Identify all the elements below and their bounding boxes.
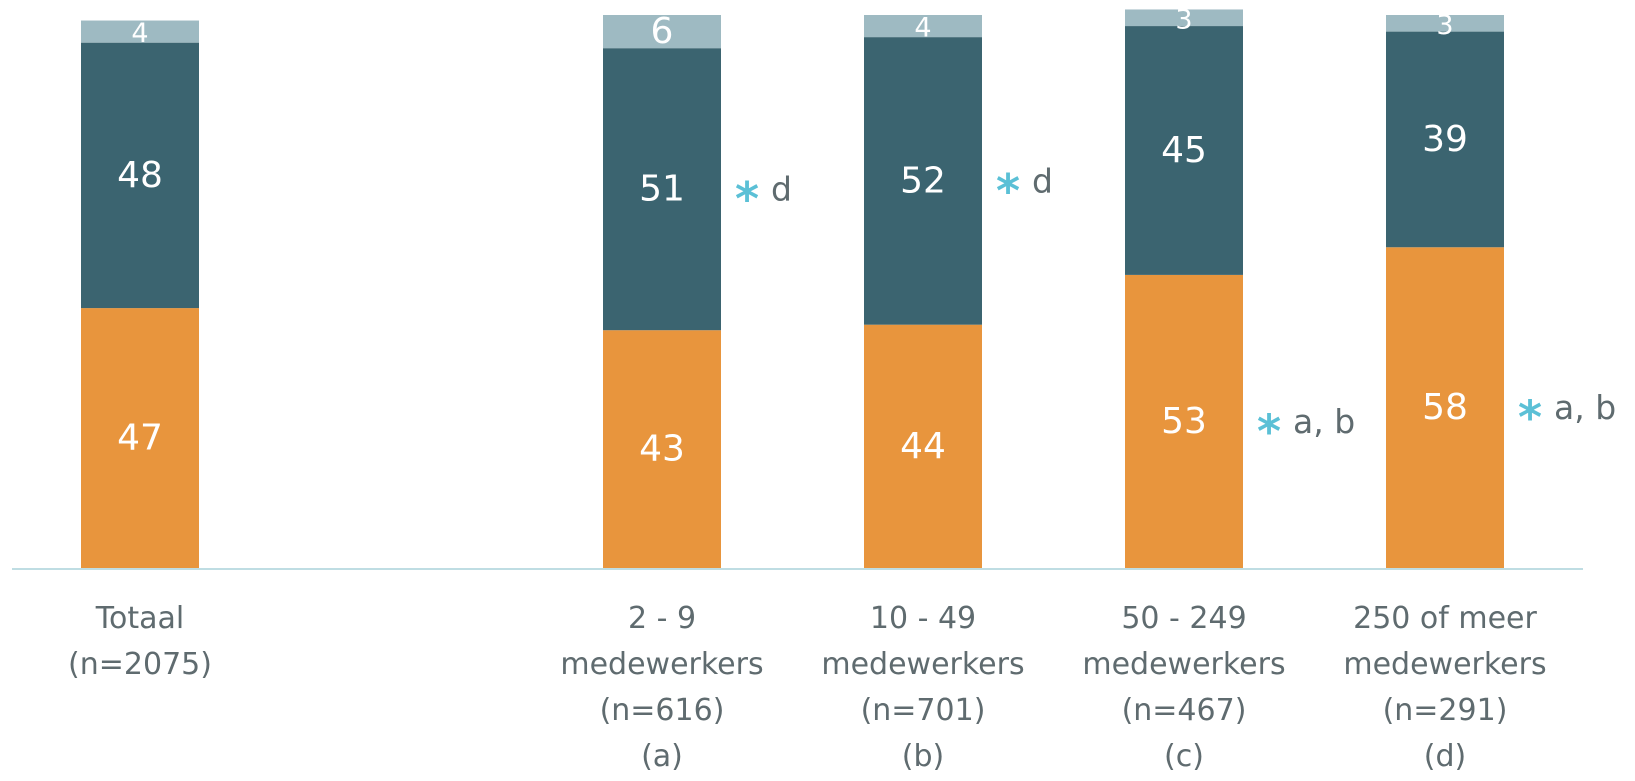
category-label-line: medewerkers: [1082, 647, 1285, 682]
bar-segment-0-2: [81, 20, 199, 43]
segment-value-label: 3: [1436, 10, 1453, 41]
segment-value-label: 47: [117, 418, 163, 459]
bar-segment-3-2: [1125, 9, 1243, 27]
segment-value-label: 58: [1422, 387, 1468, 428]
category-label-line: Totaal: [95, 601, 184, 636]
significance-star-icon: *: [996, 164, 1020, 218]
category-label-line: medewerkers: [1343, 647, 1546, 682]
significance-annotations-group: * d * d * a, b * a, b: [735, 161, 1616, 458]
segment-value-label: 43: [639, 429, 685, 470]
category-label-line: (n=616): [600, 693, 725, 728]
bar-segment-3-1: [1125, 26, 1243, 275]
segment-value-label: 53: [1161, 401, 1207, 442]
bar-segment-4-0: [1386, 247, 1504, 568]
segment-value-label: 51: [639, 169, 685, 210]
significance-star-icon: *: [1518, 391, 1542, 445]
segment-value-label: 48: [117, 155, 163, 196]
significance-label: d: [771, 170, 792, 209]
significance-label: a, b: [1293, 402, 1355, 441]
category-label-line: (n=701): [861, 693, 986, 728]
category-label-line: (n=467): [1122, 693, 1247, 728]
segment-value-label: 4: [131, 18, 148, 49]
category-label-line: (a): [641, 739, 683, 774]
category-label-line: (b): [902, 739, 944, 774]
bars-group: [81, 9, 1504, 568]
significance-label: d: [1032, 161, 1053, 200]
bar-segment-4-1: [1386, 31, 1504, 248]
bar-segment-4-2: [1386, 15, 1504, 32]
category-label-line: (n=2075): [68, 647, 212, 682]
segment-value-label: 39: [1422, 119, 1468, 160]
category-label-line: (c): [1164, 739, 1204, 774]
significance-label: a, b: [1554, 388, 1616, 427]
category-label-line: 50 - 249: [1121, 601, 1246, 636]
segment-value-label: 3: [1175, 4, 1192, 35]
bar-segment-2-0: [864, 324, 982, 568]
bar-segment-1-2: [603, 15, 721, 49]
category-labels-group: Totaal (n=2075) 2 - 9 medewerkers (n=616) (a)…: [68, 601, 1547, 774]
segment-value-label: 52: [900, 160, 946, 201]
significance-star-icon: *: [1257, 404, 1281, 458]
bar-segment-0-0: [81, 308, 199, 568]
category-label-line: (n=291): [1383, 693, 1508, 728]
category-label-line: medewerkers: [821, 647, 1024, 682]
segment-value-label: 6: [651, 11, 674, 52]
significance-star-icon: *: [735, 172, 759, 226]
segment-value-label: 45: [1161, 130, 1207, 171]
category-label-line: 2 - 9: [628, 601, 696, 636]
category-label-line: medewerkers: [560, 647, 763, 682]
bar-segment-1-0: [603, 330, 721, 568]
segment-value-label: 44: [900, 426, 946, 467]
category-label-line: 250 of meer: [1353, 601, 1537, 636]
bar-segment-0-1: [81, 42, 199, 309]
category-label-line: (d): [1424, 739, 1466, 774]
bar-segment-2-2: [864, 15, 982, 38]
category-label-line: 10 - 49: [870, 601, 976, 636]
segment-value-label: 4: [914, 13, 931, 44]
bar-segment-3-0: [1125, 274, 1243, 568]
bar-segment-2-1: [864, 37, 982, 325]
bar-segment-1-1: [603, 48, 721, 331]
